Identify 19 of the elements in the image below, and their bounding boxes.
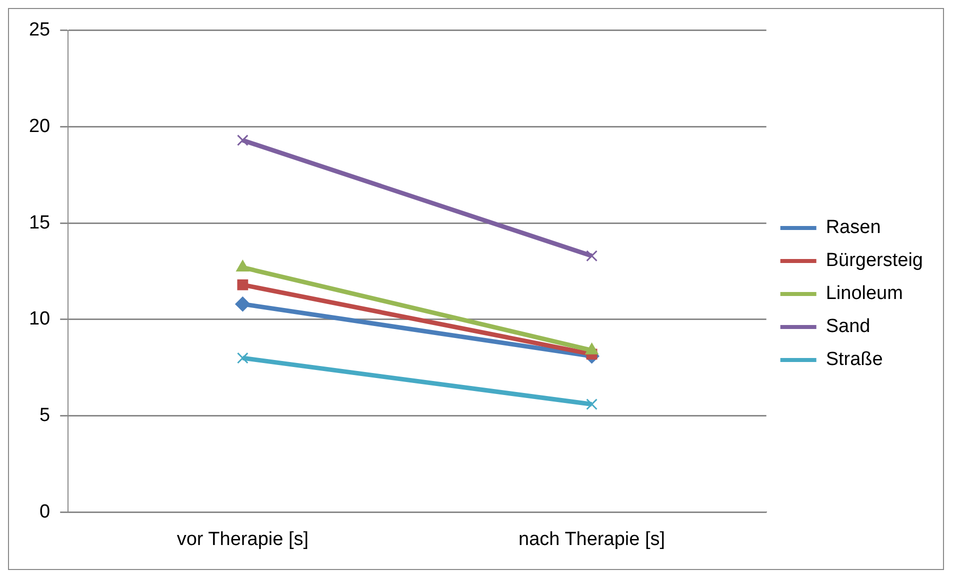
legend-label: Straße — [826, 349, 883, 370]
legend-label: Sand — [826, 316, 870, 338]
y-tick-label: 15 — [28, 212, 50, 234]
point — [586, 398, 598, 410]
point — [237, 279, 248, 290]
legend-label: Rasen — [826, 217, 881, 238]
x-tick-label: nach Therapie [s] — [518, 528, 666, 550]
point — [235, 296, 250, 312]
legend-label: Bürgersteig — [826, 250, 924, 272]
y-tick-label: 5 — [40, 405, 50, 426]
y-tick-label: 10 — [28, 308, 50, 330]
point — [586, 250, 598, 262]
point — [236, 352, 248, 364]
y-tick-label: 0 — [40, 501, 50, 522]
y-tick-label: 25 — [28, 20, 50, 41]
y-tick-label: 20 — [28, 116, 50, 137]
legend-label: Linoleum — [826, 283, 903, 304]
x-tick-label: vor Therapie [s] — [176, 528, 309, 550]
point — [236, 134, 248, 146]
